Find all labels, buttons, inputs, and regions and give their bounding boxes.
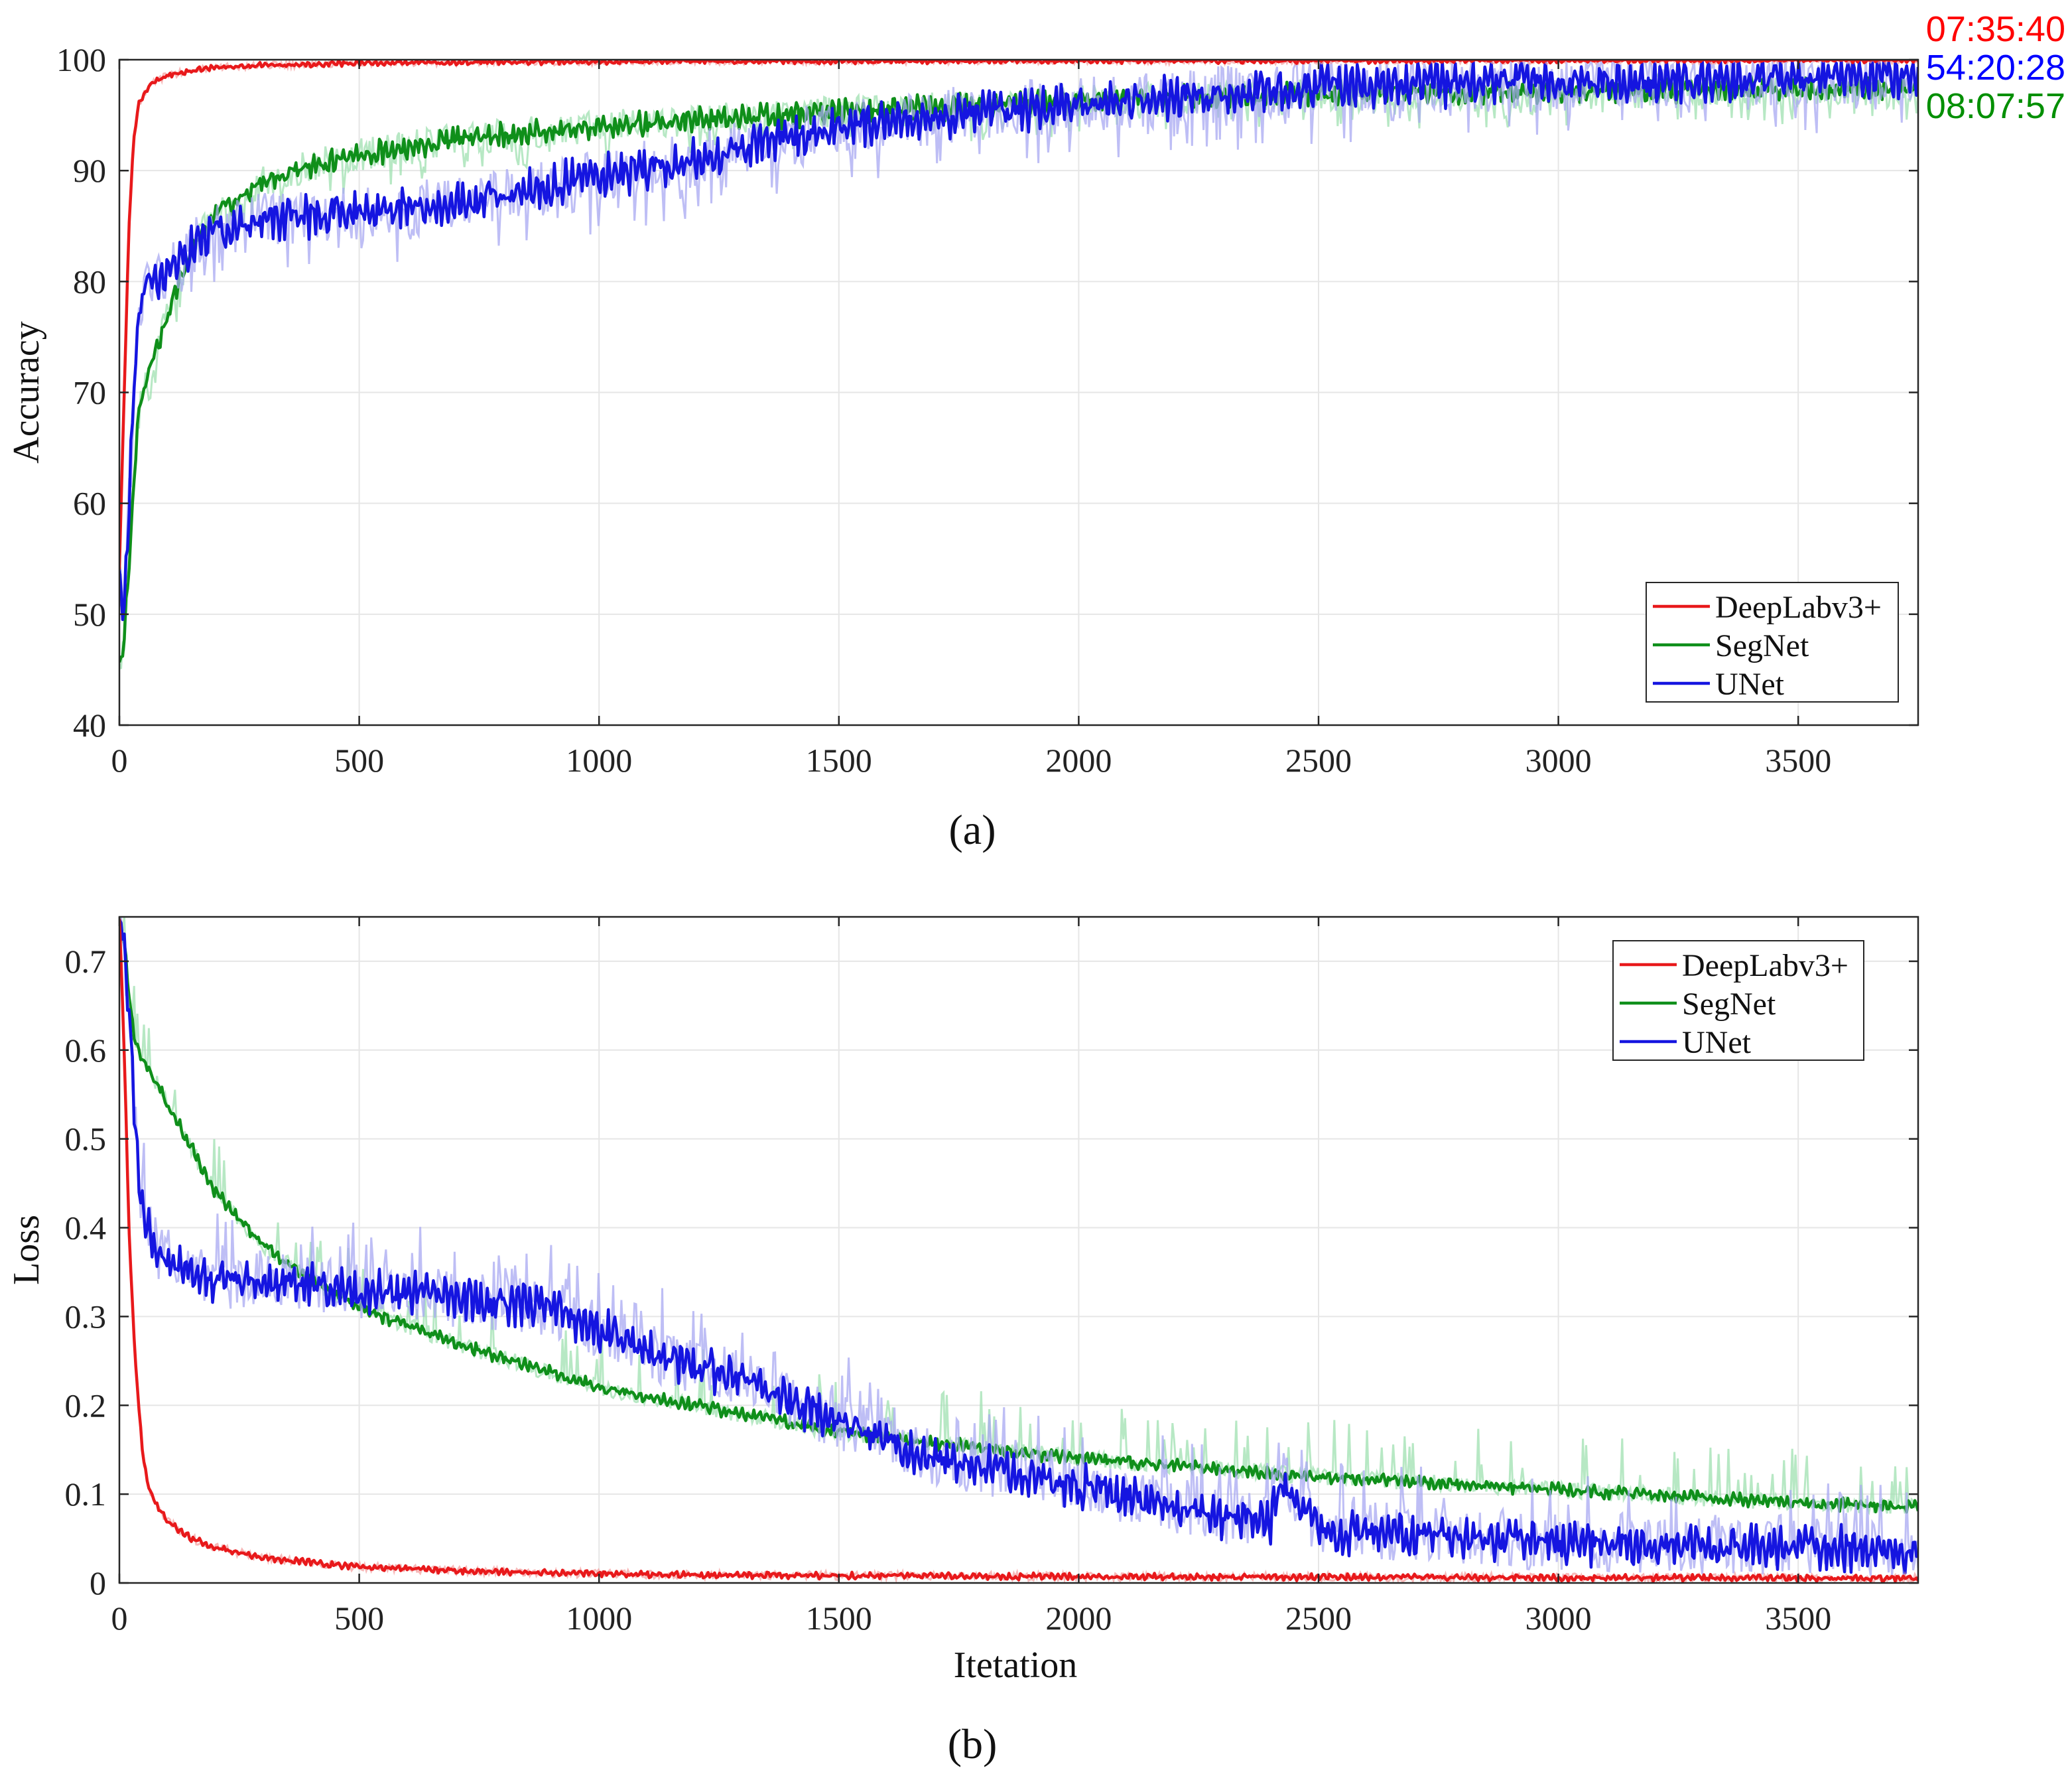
y-tick-label: 0.5 [65, 1121, 107, 1158]
y-tick-label: 0.2 [65, 1387, 107, 1424]
y-tick-label: 0 [90, 1564, 106, 1602]
accuracy-series-segnet [119, 72, 1918, 669]
x-tick-label: 2500 [1285, 1600, 1352, 1637]
y-tick-label: 40 [73, 707, 106, 744]
x-tick-label: 0 [111, 1600, 128, 1637]
series-line [119, 919, 1918, 1575]
loss-y-axis-label: Loss [6, 1215, 47, 1285]
y-tick-label: 60 [73, 485, 106, 522]
x-tick-label: 3000 [1525, 742, 1592, 779]
x-tick-label: 3000 [1525, 1600, 1592, 1637]
legend-label: UNet [1682, 1025, 1752, 1060]
loss-x-axis-label: Itetation [954, 1645, 1078, 1686]
x-tick-label: 2000 [1045, 1600, 1112, 1637]
y-tick-label: 100 [56, 41, 106, 78]
x-tick-label: 500 [334, 1600, 384, 1637]
legend-label: UNet [1715, 667, 1785, 702]
series-band-line [119, 917, 1918, 1578]
series-band-line [119, 72, 1918, 669]
series-band-line [119, 60, 1918, 607]
y-tick-label: 70 [73, 374, 106, 411]
loss-series-deeplabv3 [119, 918, 1918, 1583]
x-tick-label: 2000 [1045, 742, 1112, 779]
training-time-label: 08:07:57 [1926, 86, 2065, 126]
x-tick-label: 500 [334, 742, 384, 779]
x-tick-label: 1500 [806, 742, 872, 779]
y-tick-label: 0.7 [65, 943, 107, 980]
accuracy-series-unet [119, 60, 1918, 622]
training-time-label: 54:20:28 [1926, 48, 2065, 88]
loss-axes-box [118, 916, 1919, 1584]
y-tick-label: 80 [73, 263, 106, 300]
accuracy-y-axis-label: Accuracy [6, 321, 47, 464]
loss-caption: (b) [948, 1720, 998, 1767]
y-tick-label: 0.3 [65, 1298, 107, 1335]
y-tick-label: 90 [73, 152, 106, 189]
series-line [119, 918, 1918, 1514]
training-time-label: 07:35:40 [1926, 9, 2065, 49]
accuracy-grid [119, 59, 1918, 726]
legend-label: DeepLabv3+ [1715, 590, 1882, 625]
series-line [119, 60, 1918, 570]
loss-grid [119, 917, 1918, 1584]
loss-ticks: 0 500 1000 1500 2000 2500 3000 3500 0 0.1 0.2 0.3 0.… [65, 917, 1918, 1637]
series-band-line [119, 60, 1918, 571]
series-line [119, 60, 1918, 622]
x-tick-label: 0 [111, 742, 128, 779]
loss-series-segnet [119, 917, 1918, 1516]
accuracy-series-deeplabv3 [119, 60, 1918, 571]
accuracy-ticks: 0 500 1000 1500 2000 2500 3000 3500 40 50 60 70 80 90… [56, 41, 1918, 779]
x-tick-label: 1000 [566, 1600, 632, 1637]
loss-chart: 0 500 1000 1500 2000 2500 3000 3500 0 0.1 0.2 0.3 0.… [6, 916, 1919, 1767]
series-line [119, 918, 1918, 1583]
loss-series-unet [119, 917, 1918, 1578]
y-tick-label: 0.6 [65, 1032, 107, 1069]
x-tick-label: 3500 [1765, 742, 1831, 779]
legend-label: SegNet [1715, 628, 1809, 663]
legend-label: DeepLabv3+ [1682, 948, 1848, 983]
y-tick-label: 50 [73, 596, 106, 633]
accuracy-chart: 0 500 1000 1500 2000 2500 3000 3500 40 50 60 70 80 90… [6, 9, 2065, 853]
x-tick-label: 1500 [806, 1600, 872, 1637]
y-tick-label: 0.4 [65, 1209, 107, 1247]
x-tick-label: 3500 [1765, 1600, 1831, 1637]
accuracy-caption: (a) [948, 806, 996, 853]
x-tick-label: 1000 [566, 742, 632, 779]
accuracy-legend: DeepLabv3+SegNet UNet [1646, 582, 1899, 703]
legend-label: SegNet [1682, 987, 1776, 1022]
x-tick-label: 2500 [1285, 742, 1352, 779]
y-tick-label: 0.1 [65, 1475, 107, 1513]
